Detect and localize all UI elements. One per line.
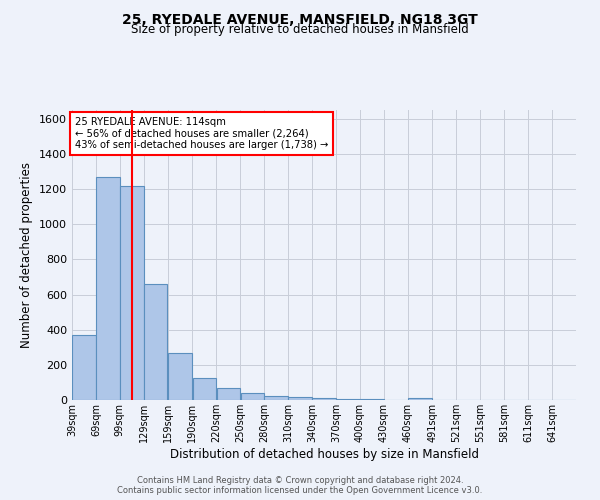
Bar (241, 394, 264, 400)
Text: 25, RYEDALE AVENUE, MANSFIELD, NG18 3GT: 25, RYEDALE AVENUE, MANSFIELD, NG18 3GT (122, 12, 478, 26)
Text: Contains public sector information licensed under the Open Government Licence v3: Contains public sector information licen… (118, 486, 482, 495)
Bar (265, 396, 288, 400)
Text: Size of property relative to detached houses in Mansfield: Size of property relative to detached ho… (131, 22, 469, 36)
Bar (336, 398, 359, 400)
Bar (72, 335, 95, 400)
Bar (120, 186, 143, 400)
Bar (408, 398, 432, 400)
Bar (168, 354, 192, 400)
Bar (289, 398, 312, 400)
Bar (193, 378, 216, 400)
Text: 25 RYEDALE AVENUE: 114sqm
← 56% of detached houses are smaller (2,264)
43% of se: 25 RYEDALE AVENUE: 114sqm ← 56% of detac… (74, 117, 328, 150)
X-axis label: Distribution of detached houses by size in Mansfield: Distribution of detached houses by size … (170, 448, 479, 460)
Bar (96, 177, 119, 400)
Bar (360, 399, 383, 400)
Bar (312, 398, 336, 400)
Bar (144, 284, 167, 400)
Bar (217, 388, 240, 400)
Y-axis label: Number of detached properties: Number of detached properties (20, 162, 34, 348)
Text: Contains HM Land Registry data © Crown copyright and database right 2024.: Contains HM Land Registry data © Crown c… (137, 476, 463, 485)
